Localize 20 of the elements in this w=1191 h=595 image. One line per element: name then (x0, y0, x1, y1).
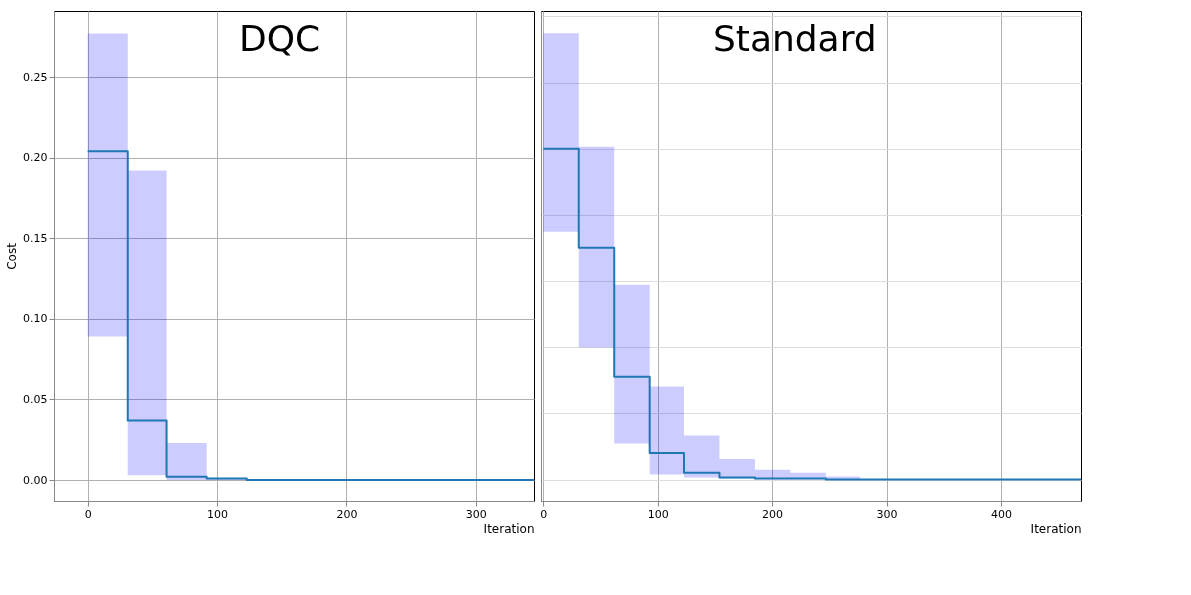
y-tick-label: 0.00 (23, 473, 48, 487)
x-tick-label: 300 (876, 507, 898, 521)
x-tick-label: 100 (647, 507, 669, 521)
x-tick-label: 200 (762, 507, 784, 521)
x-tick-label: 400 (990, 507, 1012, 521)
y-tick-label: 0.25 (23, 70, 48, 84)
y-tick-label: 0.20 (23, 151, 48, 165)
y-tick-label: 0.15 (23, 231, 48, 245)
x-axis-title: Iteration (483, 521, 535, 536)
x-axis-title: Iteration (1030, 521, 1082, 536)
chart-title: DQC (239, 18, 321, 59)
y-axis-title: Cost (5, 242, 20, 270)
y-tick-label: 0.05 (23, 392, 48, 406)
x-tick-label: 0 (84, 507, 92, 521)
x-tick-label: 100 (207, 507, 229, 521)
chart-title: Standard (712, 18, 877, 59)
x-tick-label: 0 (540, 507, 548, 521)
y-tick-label: 0.10 (23, 312, 48, 326)
x-tick-label: 300 (465, 507, 487, 521)
x-tick-label: 200 (336, 507, 358, 521)
